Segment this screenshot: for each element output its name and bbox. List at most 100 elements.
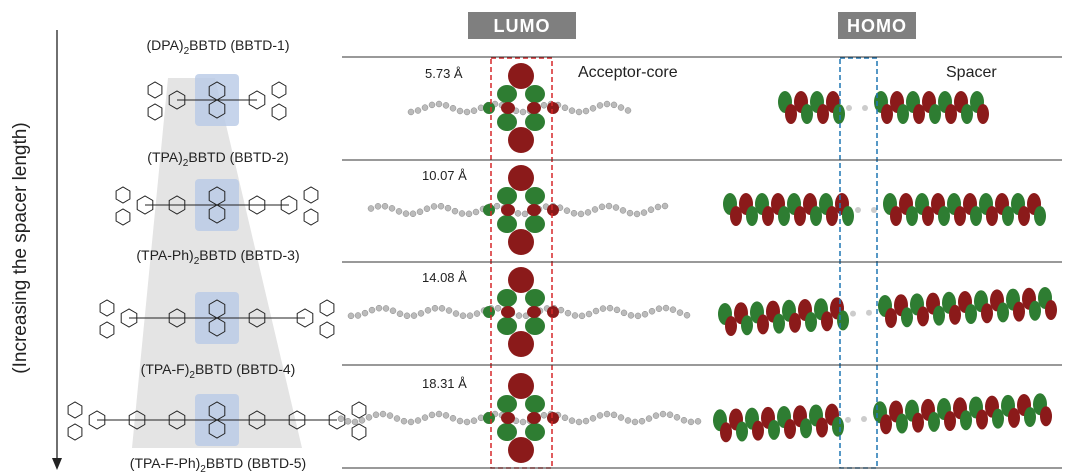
lobe [527, 306, 541, 318]
atom [620, 207, 626, 213]
lobe [1040, 406, 1052, 426]
ring [116, 209, 130, 225]
homo-title: HOMO [847, 16, 907, 36]
atom [457, 108, 463, 114]
ring [100, 322, 114, 338]
atom [634, 211, 640, 217]
atom [583, 108, 589, 114]
atom [635, 313, 641, 319]
lobe [525, 317, 545, 335]
arrow-head [52, 458, 62, 470]
atom [655, 204, 661, 210]
atom [613, 205, 619, 211]
atom [471, 418, 477, 424]
atom [646, 416, 652, 422]
atom [604, 101, 610, 107]
atom [494, 203, 500, 209]
lobe [525, 113, 545, 131]
lobe [547, 102, 559, 114]
atom [429, 412, 435, 418]
atom [520, 419, 526, 425]
atom [862, 105, 868, 111]
lobe [547, 412, 559, 424]
label-prefix: (TPA-F-Ph) [130, 455, 201, 471]
atom [604, 411, 610, 417]
atom [861, 416, 867, 422]
atom [562, 105, 568, 111]
lobe [842, 206, 854, 226]
atom [695, 418, 701, 424]
label-prefix: (TPA-Ph) [136, 247, 193, 263]
lobe [497, 85, 517, 103]
lobe [547, 204, 559, 216]
atom [641, 210, 647, 216]
lobe [977, 104, 989, 124]
distance-label: 5.73 Å [425, 66, 463, 81]
atom [564, 208, 570, 214]
atom [569, 418, 575, 424]
atom [355, 312, 361, 318]
ring [116, 187, 130, 203]
lobe [525, 215, 545, 233]
lobe [525, 395, 545, 413]
molecule-label: (TPA-F-Ph)2BBTD (BBTD-5) [130, 455, 306, 474]
atom [590, 105, 596, 111]
atom [520, 109, 526, 115]
atom [417, 209, 423, 215]
atom [656, 306, 662, 312]
lobe [832, 417, 844, 437]
atom [452, 208, 458, 214]
atom [466, 211, 472, 217]
atom [453, 311, 459, 317]
atom [474, 311, 480, 317]
atom [592, 206, 598, 212]
atom [579, 313, 585, 319]
ring [320, 300, 334, 316]
atom [599, 204, 605, 210]
atom [387, 413, 393, 419]
spacer-label: Spacer [946, 64, 997, 81]
lobe [1045, 300, 1057, 320]
atom [380, 411, 386, 417]
lobe [547, 306, 559, 318]
lobe [525, 423, 545, 441]
molecule-label: (DPA)2BBTD (BBTD-1) [147, 37, 290, 57]
lobe [508, 127, 534, 153]
atom [464, 109, 470, 115]
lobe [525, 289, 545, 307]
lobe [501, 102, 515, 114]
lobe [483, 412, 495, 424]
atom [628, 312, 634, 318]
ring [352, 424, 366, 440]
atom [439, 305, 445, 311]
label-prefix: (DPA) [147, 37, 184, 53]
axis-label: (Increasing the spacer length) [10, 122, 31, 373]
label-suffix: BBTD (BBTD-5) [206, 455, 306, 471]
atom [369, 307, 375, 313]
label-suffix: BBTD (BBTD-1) [189, 37, 289, 53]
atom [457, 418, 463, 424]
atom [404, 313, 410, 319]
atom [614, 307, 620, 313]
spacer-box [840, 58, 877, 468]
atom [684, 312, 690, 318]
atom [495, 305, 501, 311]
atom [375, 203, 381, 209]
atom [663, 305, 669, 311]
atom [586, 311, 592, 317]
atom [632, 419, 638, 425]
atom [408, 109, 414, 115]
lobe [501, 412, 515, 424]
atom [396, 208, 402, 214]
ring [100, 300, 114, 316]
atom [394, 416, 400, 422]
lobe [837, 310, 849, 330]
lobe [527, 204, 541, 216]
atom [662, 203, 668, 209]
orbitals [338, 63, 1057, 463]
lobe [508, 331, 534, 357]
atom [600, 306, 606, 312]
atom [425, 307, 431, 313]
atom [368, 206, 374, 212]
ring [352, 402, 366, 418]
